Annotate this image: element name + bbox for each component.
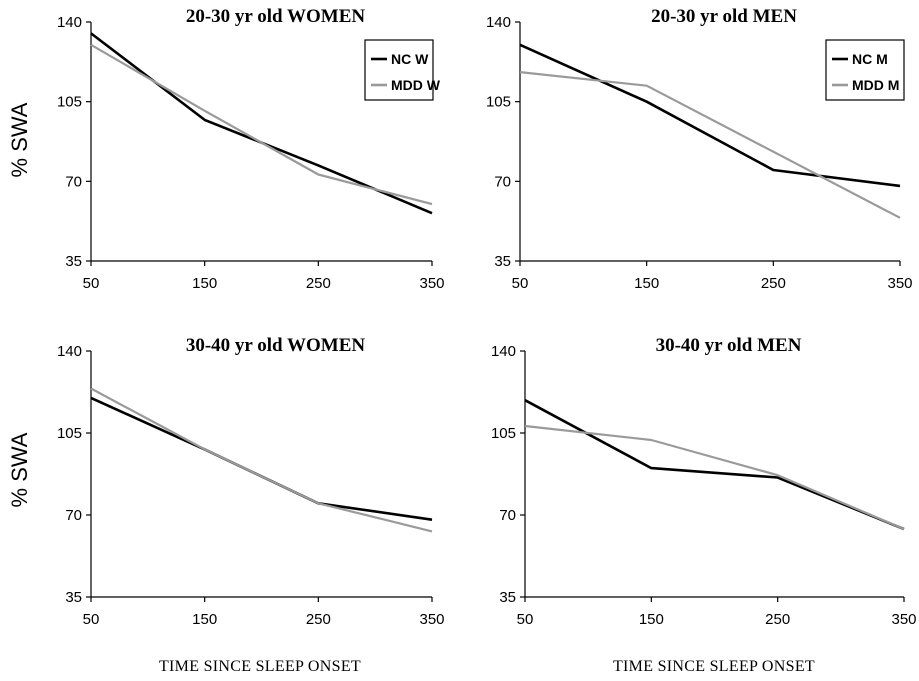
x-tick-label: 350 xyxy=(891,611,916,628)
x-tick-label: 250 xyxy=(306,611,331,628)
y-tick-label: 35 xyxy=(65,589,82,606)
series-line-nc xyxy=(519,43,901,188)
y-tick-label: 140 xyxy=(57,14,82,31)
y-tick-label: 105 xyxy=(57,94,82,111)
series-line-nc xyxy=(524,399,905,531)
y-tick-label: 140 xyxy=(486,14,511,31)
x-tick-label: 50 xyxy=(517,611,534,628)
x-tick-label: 250 xyxy=(765,611,790,628)
x-tick-label: 250 xyxy=(306,275,331,292)
x-tick-label: 350 xyxy=(887,275,912,292)
y-tick-label: 140 xyxy=(491,343,516,360)
y-tick-label: 140 xyxy=(57,343,82,360)
y-tick-label: 70 xyxy=(65,507,82,524)
chart-title: 30-40 yr old MEN xyxy=(656,335,802,356)
series-line-mdd xyxy=(90,387,433,533)
legend: NC M MDD M xyxy=(825,39,905,101)
y-tick-label: 70 xyxy=(494,173,511,190)
legend-label-nc: NC W xyxy=(391,51,429,67)
chart-panel-4: 35 70 105 140 50 150 250 350 30-40 yr old MEN xyxy=(491,335,917,628)
chart-panel-1: 35 70 105 140 50 150 250 350 20-30 yr old WOMEN N… xyxy=(57,6,445,292)
series-line-mdd xyxy=(519,71,901,219)
x-tick-label: 250 xyxy=(761,275,786,292)
chart-title: 30-40 yr old WOMEN xyxy=(186,335,366,356)
legend-label-nc: NC M xyxy=(852,51,888,67)
y-axis-label-top: % SWA xyxy=(7,102,32,177)
legend-box xyxy=(825,39,905,101)
y-tick-label: 35 xyxy=(65,253,82,270)
y-tick-label: 105 xyxy=(486,94,511,111)
chart-panel-3: 35 70 105 140 50 150 250 350 30-40 yr old WOMEN xyxy=(57,335,445,628)
chart-panel-2: 35 70 105 140 50 150 250 350 20-30 yr old MEN NC … xyxy=(486,6,913,292)
chart-title: 20-30 yr old MEN xyxy=(651,6,797,27)
x-tick-label: 350 xyxy=(419,611,444,628)
x-axis-label-right: TIME SINCE SLEEP ONSET xyxy=(613,658,815,675)
y-tick-label: 105 xyxy=(491,425,516,442)
x-tick-label: 150 xyxy=(634,275,659,292)
chart-title: 20-30 yr old WOMEN xyxy=(186,6,366,27)
legend: NC W MDD W xyxy=(364,39,441,101)
series-line-mdd xyxy=(524,424,905,531)
chart-panels: 35 70 105 140 50 150 250 350 20-30 yr old WOMEN N… xyxy=(57,6,917,628)
x-tick-label: 50 xyxy=(83,275,100,292)
y-tick-label: 35 xyxy=(494,253,511,270)
y-tick-label: 35 xyxy=(499,589,516,606)
legend-box xyxy=(364,39,434,101)
y-tick-label: 70 xyxy=(65,173,82,190)
x-tick-label: 150 xyxy=(192,611,217,628)
y-tick-label: 70 xyxy=(499,507,516,524)
x-axis-label-left: TIME SINCE SLEEP ONSET xyxy=(159,658,361,675)
series-line-mdd xyxy=(90,43,433,206)
legend-label-mdd: MDD M xyxy=(852,77,899,93)
x-tick-label: 350 xyxy=(419,275,444,292)
y-tick-label: 105 xyxy=(57,425,82,442)
legend-label-mdd: MDD W xyxy=(391,77,441,93)
x-tick-label: 50 xyxy=(83,611,100,628)
x-tick-label: 150 xyxy=(192,275,217,292)
x-tick-label: 50 xyxy=(512,275,529,292)
y-axis-label-bottom: % SWA xyxy=(7,432,32,507)
x-tick-label: 150 xyxy=(639,611,664,628)
